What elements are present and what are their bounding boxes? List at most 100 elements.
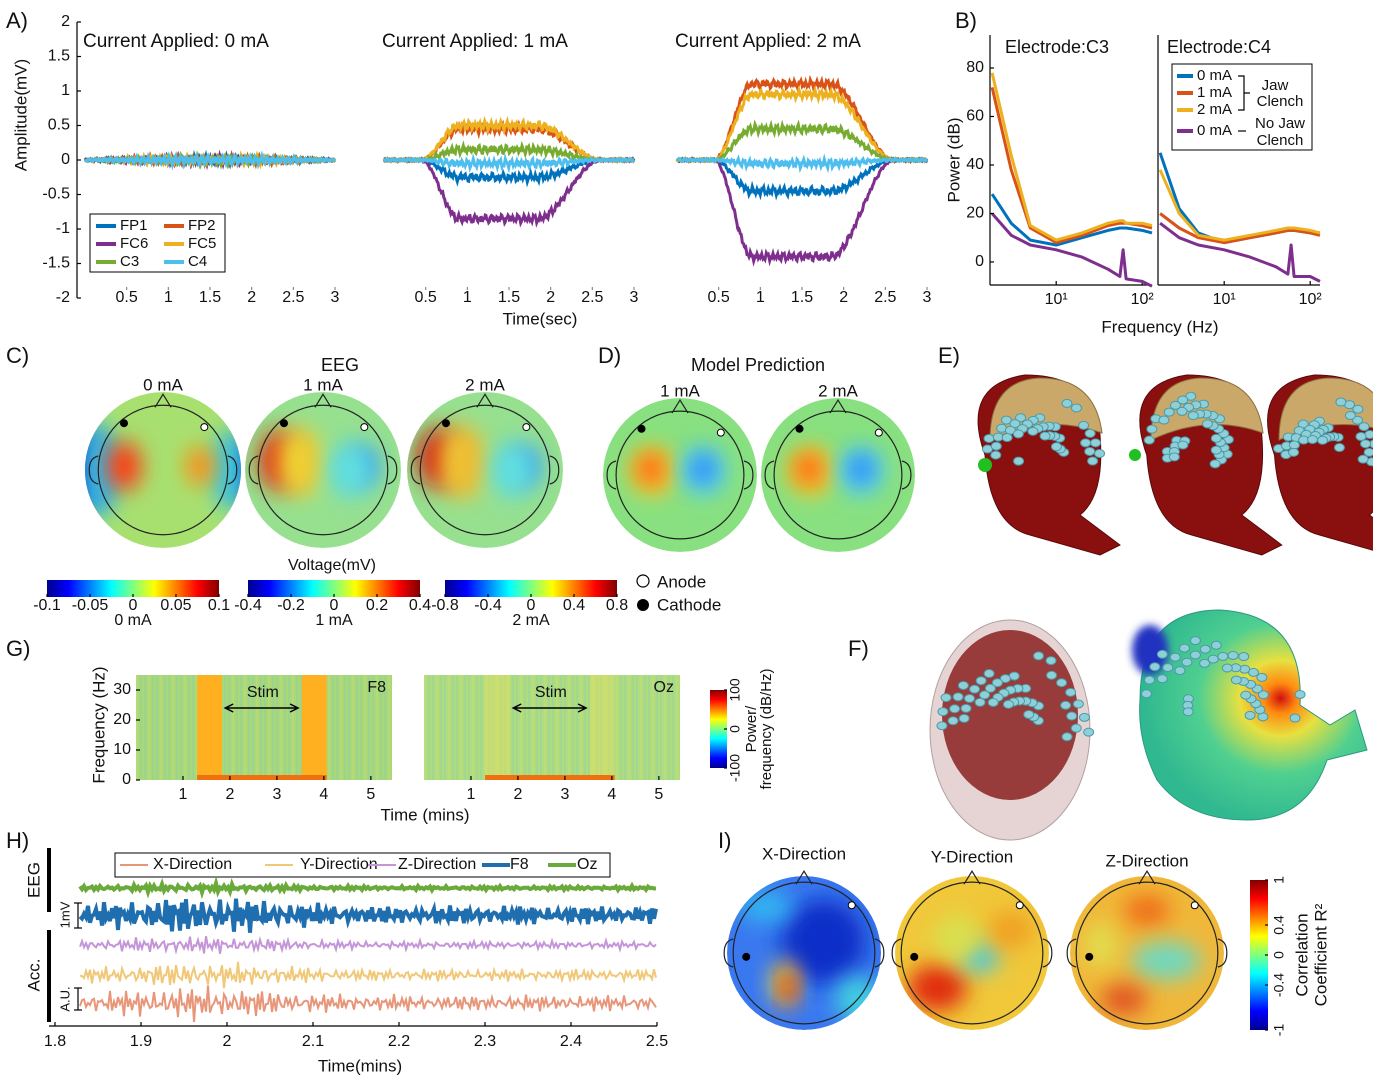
channel-label: Oz: [654, 679, 674, 696]
topo-bg: [603, 398, 757, 552]
panel-label: H): [6, 828, 29, 853]
head-electrode: [1182, 658, 1192, 666]
colorbar-title: Coefficient R²: [1311, 903, 1330, 1006]
electrode: [848, 902, 855, 909]
electrode: [361, 424, 368, 431]
x-tick-label: 1.9: [130, 1033, 152, 1050]
head-electrode: [1062, 733, 1072, 741]
head-electrode: [976, 677, 986, 685]
head-electrode: [1014, 457, 1024, 465]
x-tick-label: 0.5: [708, 289, 730, 306]
topo-blob: [1132, 941, 1201, 980]
legend-label: 0 mA: [1197, 122, 1232, 139]
topo-blob: [781, 972, 796, 1003]
spectro-texture: [160, 675, 162, 780]
x-tick-label: 2: [225, 786, 234, 803]
subplot-title: Current Applied: 2 mA: [675, 31, 861, 52]
spectro-texture: [136, 675, 138, 780]
y-tick-label: -1.5: [42, 255, 70, 272]
topo-blob: [211, 431, 242, 509]
spectro-texture: [328, 675, 330, 780]
head-electrode: [1211, 641, 1221, 649]
spectro-texture: [424, 675, 426, 780]
electrode: [443, 420, 450, 427]
stim-label: Stim: [535, 684, 567, 701]
axis-label: Power (dB): [944, 117, 963, 202]
colorbar-tick-label: -0.8: [431, 597, 459, 614]
subplot-title: Current Applied: 0 mA: [83, 31, 269, 52]
stim-ramp: [590, 675, 615, 780]
head-electrode: [1211, 434, 1221, 442]
scale-label: Acc.: [24, 958, 43, 991]
head-electrode: [938, 708, 948, 716]
spectro-texture: [532, 675, 534, 780]
spectro-texture: [156, 675, 158, 780]
spectro-texture: [352, 675, 354, 780]
spectro-texture: [236, 675, 238, 780]
head-electrode: [1308, 436, 1318, 444]
legend-cathode: [637, 599, 649, 611]
topo-map: [245, 392, 401, 548]
spectro-texture: [432, 675, 434, 780]
colorbar-tick-label: 0.8: [606, 597, 628, 614]
head-electrode: [1188, 412, 1198, 420]
electrode: [121, 420, 128, 427]
head-electrode: [1190, 637, 1200, 645]
y-tick-label: 0: [975, 253, 984, 270]
head-electrode: [1345, 411, 1355, 419]
head-electrode: [991, 451, 1001, 459]
spectro-texture: [624, 675, 626, 780]
x-tick-label: 2.5: [282, 289, 304, 306]
x-tick-label: 1.5: [199, 289, 221, 306]
y-tick-label: 20: [113, 711, 131, 728]
x-tick-label: 2: [546, 289, 555, 306]
colorbar-tick-label: -0.4: [1271, 973, 1287, 997]
head-electrode: [959, 714, 969, 722]
spectro-texture: [524, 675, 526, 780]
x-tick-label: 1.5: [791, 289, 813, 306]
spectro-texture: [448, 675, 450, 780]
x-tick-label: 2.5: [581, 289, 603, 306]
head-electrode: [1067, 712, 1077, 720]
axis-label: Time(mins): [318, 1056, 402, 1075]
topo-blob: [847, 452, 875, 486]
x-tick-label: 1: [463, 289, 472, 306]
trace: [80, 936, 656, 954]
panel-label: F): [848, 636, 869, 661]
head-electrode: [953, 693, 963, 701]
x-tick-label: 1.8: [44, 1033, 66, 1050]
head-electrode: [1046, 657, 1056, 665]
trace: [677, 159, 927, 261]
channel-label: F8: [367, 679, 386, 696]
head-electrode: [1095, 449, 1105, 457]
colorbar-tick-label: 0.05: [160, 597, 191, 614]
map-title: X-Direction: [762, 844, 846, 863]
colorbar-tick-label: 0.2: [366, 597, 388, 614]
topo-blob: [328, 443, 372, 498]
topo-blob: [689, 452, 717, 486]
topo-blob: [276, 427, 323, 497]
head-electrode: [1157, 650, 1167, 658]
spectro-texture: [460, 675, 462, 780]
head-electrode: [1239, 653, 1249, 661]
head-electrode: [1163, 664, 1173, 672]
head-electrode: [1040, 432, 1050, 440]
head-electrode: [1013, 430, 1023, 438]
topo-blob: [635, 452, 666, 486]
spectro-texture: [436, 675, 438, 780]
colorbar-tick-label: -0.1: [33, 597, 61, 614]
legend-label: F8: [510, 856, 529, 873]
panel-label: I): [718, 828, 731, 853]
x-tick-label: 10²: [1131, 291, 1155, 308]
head-electrode: [1175, 667, 1185, 675]
head-electrode: [1085, 429, 1095, 437]
electrode: [796, 425, 803, 432]
head-electrode: [1336, 398, 1346, 406]
head-electrode: [1211, 446, 1221, 454]
x-tick-label: 3: [630, 289, 639, 306]
electrode: [875, 429, 882, 436]
x-tick-label: 2.4: [560, 1033, 582, 1050]
head-electrode: [958, 681, 968, 689]
head-electrode: [1071, 404, 1081, 412]
head-electrode: [1177, 407, 1187, 415]
